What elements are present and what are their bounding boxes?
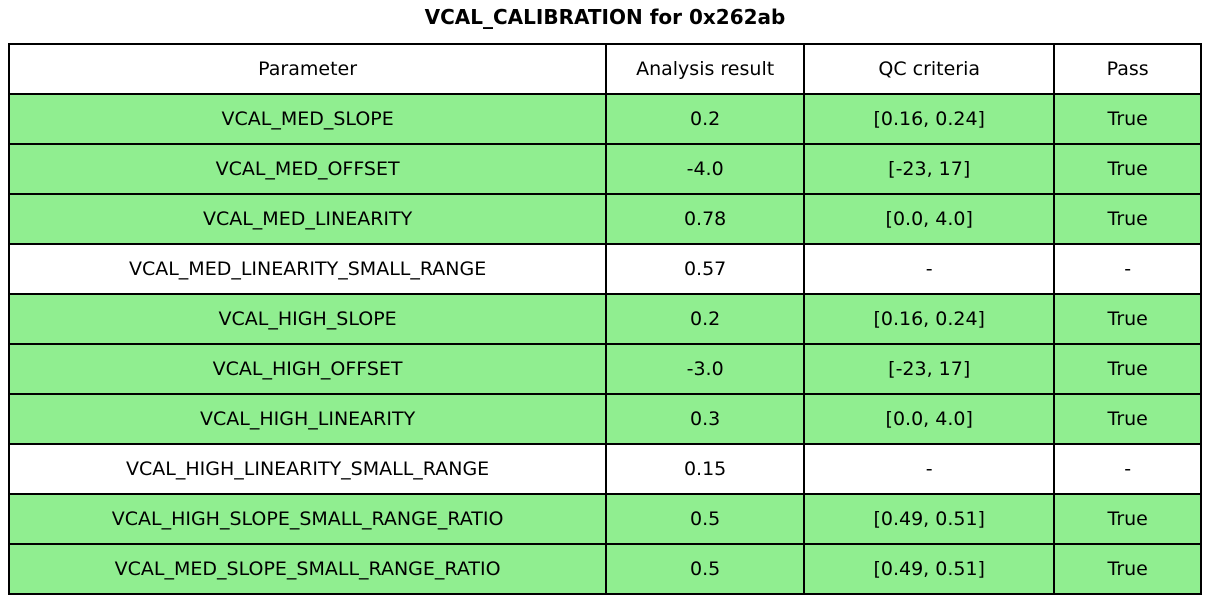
cell-pass: True: [1053, 293, 1202, 345]
column-header-analysis-result: Analysis result: [605, 43, 806, 95]
cell-parameter: VCAL_MED_LINEARITY: [7, 193, 608, 245]
cell-qc-criteria: -: [803, 243, 1056, 295]
column-header-pass: Pass: [1053, 43, 1202, 95]
cell-analysis-result: 0.3: [605, 393, 806, 445]
cell-pass: True: [1053, 343, 1202, 395]
cell-qc-criteria: [0.0, 4.0]: [803, 393, 1056, 445]
cell-pass: -: [1053, 443, 1202, 495]
cell-qc-criteria: [-23, 17]: [803, 343, 1056, 395]
cell-analysis-result: -3.0: [605, 343, 806, 395]
table-row: VCAL_MED_OFFSET -4.0 [-23, 17] True: [7, 143, 1202, 195]
cell-qc-criteria: [0.16, 0.24]: [803, 93, 1056, 145]
figure-title: VCAL_CALIBRATION for 0x262ab: [424, 5, 786, 29]
cell-parameter: VCAL_HIGH_SLOPE: [7, 293, 608, 345]
cell-pass: True: [1053, 93, 1202, 145]
header-row: Parameter Analysis result QC criteria Pa…: [7, 43, 1202, 95]
cell-parameter: VCAL_MED_OFFSET: [7, 143, 608, 195]
cell-parameter: VCAL_MED_SLOPE_SMALL_RANGE_RATIO: [7, 543, 608, 595]
cell-qc-criteria: -: [803, 443, 1056, 495]
cell-parameter: VCAL_HIGH_OFFSET: [7, 343, 608, 395]
cell-parameter: VCAL_HIGH_SLOPE_SMALL_RANGE_RATIO: [7, 493, 608, 545]
cell-analysis-result: 0.15: [605, 443, 806, 495]
cell-analysis-result: 0.2: [605, 293, 806, 345]
column-header-parameter: Parameter: [7, 43, 608, 95]
qc-results-table: Parameter Analysis result QC criteria Pa…: [7, 43, 1202, 595]
cell-qc-criteria: [0.49, 0.51]: [803, 493, 1056, 545]
cell-analysis-result: -4.0: [605, 143, 806, 195]
cell-qc-criteria: [-23, 17]: [803, 143, 1056, 195]
cell-analysis-result: 0.57: [605, 243, 806, 295]
cell-parameter: VCAL_MED_LINEARITY_SMALL_RANGE: [7, 243, 608, 295]
cell-pass: True: [1053, 393, 1202, 445]
cell-analysis-result: 0.2: [605, 93, 806, 145]
cell-pass: True: [1053, 193, 1202, 245]
cell-analysis-result: 0.78: [605, 193, 806, 245]
cell-parameter: VCAL_HIGH_LINEARITY_SMALL_RANGE: [7, 443, 608, 495]
table-row: VCAL_MED_LINEARITY_SMALL_RANGE 0.57- -: [7, 243, 1202, 295]
cell-parameter: VCAL_HIGH_LINEARITY: [7, 393, 608, 445]
table-row: VCAL_MED_SLOPE 0.2 [0.16, 0.24] True: [7, 93, 1202, 145]
cell-pass: True: [1053, 543, 1202, 595]
table-row: VCAL_HIGH_SLOPE 0.2 [0.16, 0.24] True: [7, 293, 1202, 345]
table-body: VCAL_MED_SLOPE 0.2 [0.16, 0.24] True VCAL_ME…: [7, 93, 1202, 595]
table-row: VCAL_HIGH_LINEARITY 0.3 [0.0, 4.0] True: [7, 393, 1202, 445]
cell-pass: True: [1053, 493, 1202, 545]
cell-qc-criteria: [0.49, 0.51]: [803, 543, 1056, 595]
cell-analysis-result: 0.5: [605, 543, 806, 595]
cell-pass: True: [1053, 143, 1202, 195]
cell-qc-criteria: [0.0, 4.0]: [803, 193, 1056, 245]
cell-parameter: VCAL_MED_SLOPE: [7, 93, 608, 145]
cell-analysis-result: 0.5: [605, 493, 806, 545]
table-row: VCAL_HIGH_LINEARITY_SMALL_RANGE 0.15- -: [7, 443, 1202, 495]
column-header-qc-criteria: QC criteria: [803, 43, 1056, 95]
table-row: VCAL_MED_LINEARITY 0.78 [0.0, 4.0] True: [7, 193, 1202, 245]
cell-pass: -: [1053, 243, 1202, 295]
table-row: VCAL_MED_SLOPE_SMALL_RANGE_RATIO 0.5 [0.49…: [7, 543, 1202, 595]
cell-qc-criteria: [0.16, 0.24]: [803, 293, 1056, 345]
table-row: VCAL_HIGH_OFFSET -3.0 [-23, 17] True: [7, 343, 1202, 395]
table-row: VCAL_HIGH_SLOPE_SMALL_RANGE_RATIO 0.5 [0.4…: [7, 493, 1202, 545]
